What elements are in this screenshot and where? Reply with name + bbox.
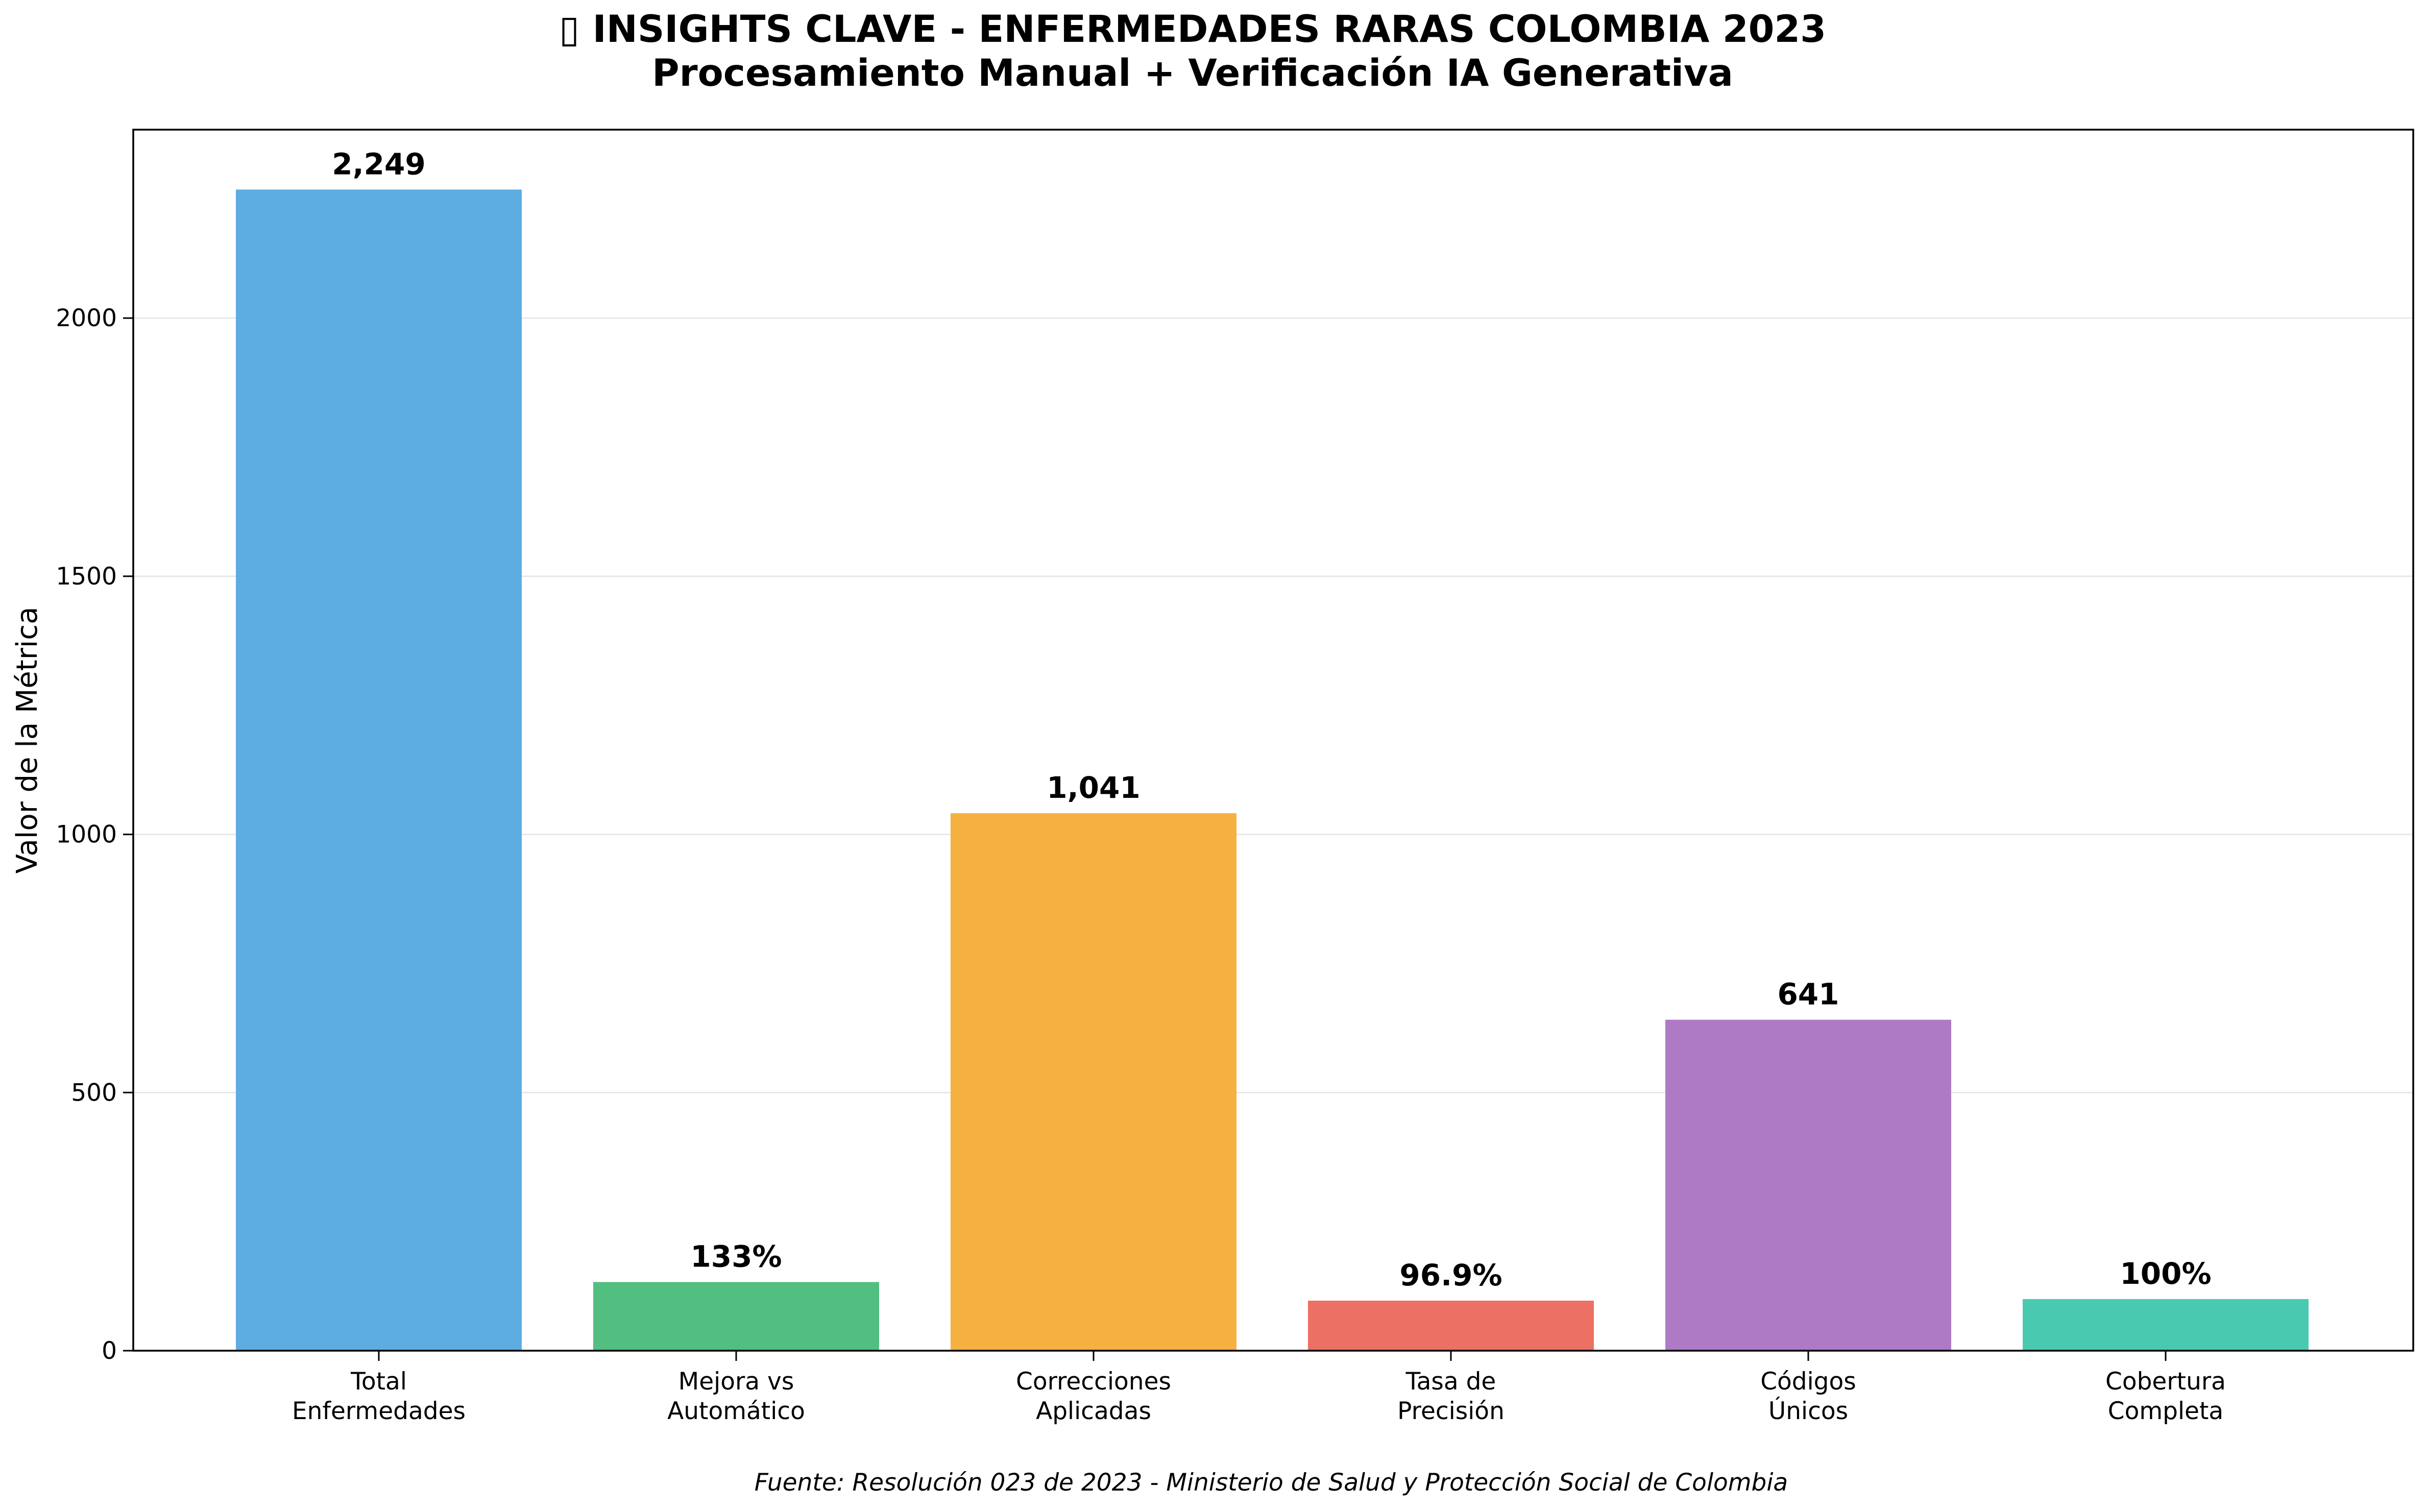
data-labels: 2,249 133% 1,041 96.9% 641 100%	[332, 147, 2211, 1292]
chart-title-line2: Procesamiento Manual + Verificación IA G…	[652, 52, 1733, 95]
x-tick-label: Cobertura Completa	[2105, 1368, 2226, 1425]
x-tick-label: Mejora vs Automático	[667, 1368, 805, 1425]
plot-frame	[132, 129, 2414, 1352]
y-tick-label: 0	[102, 1337, 117, 1365]
y-tick-label: 500	[71, 1079, 117, 1107]
y-tick-label: 1500	[56, 563, 117, 591]
bar-value-label: 641	[1777, 977, 1839, 1012]
bar-value-label: 2,249	[332, 147, 425, 181]
bar-value-label: 133%	[690, 1239, 782, 1274]
source-note: Fuente: Resolución 023 de 2023 - Ministe…	[755, 1469, 1788, 1497]
y-tick-label: 1000	[56, 821, 117, 849]
bar-value-label: 1,041	[1047, 770, 1140, 805]
bar	[593, 1282, 879, 1351]
bars	[236, 189, 2309, 1351]
bar-value-label: 100%	[2120, 1256, 2211, 1291]
bar-value-label: 96.9%	[1399, 1258, 1502, 1292]
y-axis-ticks: 0 500 1000 1500 2000	[56, 304, 133, 1365]
x-tick-label: Correcciones Aplicadas	[1016, 1368, 1171, 1425]
bar	[1308, 1300, 1594, 1351]
bar	[236, 189, 522, 1351]
chart-title-line1: ▯ INSIGHTS CLAVE - ENFERMEDADES RARAS CO…	[559, 8, 1826, 51]
x-tick-label: Total Enfermedades	[292, 1368, 466, 1425]
bar	[951, 813, 1236, 1351]
y-tick-label: 2000	[56, 304, 117, 332]
y-axis-label: Valor de la Métrica	[11, 607, 44, 874]
bar	[2023, 1299, 2309, 1351]
x-axis-ticks: Total Enfermedades Mejora vs Automático Corr…	[292, 1351, 2226, 1425]
x-tick-label: Códigos Únicos	[1760, 1368, 1856, 1425]
bar	[1665, 1019, 1951, 1351]
x-tick-label: Tasa de Precisión	[1397, 1368, 1505, 1425]
